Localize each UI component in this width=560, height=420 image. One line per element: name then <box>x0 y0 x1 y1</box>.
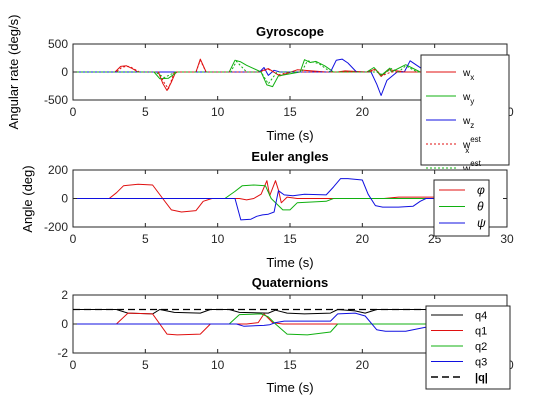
gyroscope-y-axis-label: Angular rate (deg/s) <box>6 15 21 130</box>
y-tick-label: 0 <box>61 192 68 206</box>
gyroscope-x-axis-label: Time (s) <box>266 128 313 143</box>
y-tick-label: 2 <box>61 288 68 302</box>
legend-label-0: wx <box>462 68 474 82</box>
euler-y-axis-label: Angle (deg) <box>20 165 35 232</box>
quaternions-legend: q4 q1 q2 q3 |q| <box>425 305 511 390</box>
x-tick-label: 5 <box>142 358 149 372</box>
x-tick-label: 20 <box>356 105 370 119</box>
legend-label-0: φ <box>477 183 485 197</box>
y-tick-label: -2 <box>57 346 68 360</box>
gyroscope-legend: wxwywzwestxwesty <box>420 54 510 179</box>
legend-label-2: ψ <box>477 216 486 230</box>
x-tick-label: 20 <box>356 232 370 246</box>
legend-label-2: q2 <box>475 341 487 353</box>
y-tick-label: 200 <box>48 163 68 177</box>
x-tick-label: 15 <box>283 358 297 372</box>
series-line-0-3 <box>73 59 507 90</box>
x-tick-label: 15 <box>283 105 297 119</box>
y-tick-label: -200 <box>44 220 68 234</box>
legend-label-3: q3 <box>475 357 487 369</box>
y-tick-label: 500 <box>48 37 68 51</box>
euler-series <box>73 178 450 221</box>
legend-label-1: wy <box>462 92 474 106</box>
x-tick-label: 15 <box>283 232 297 246</box>
legend-box <box>433 179 490 237</box>
x-tick-label: 30 <box>500 232 514 246</box>
euler-y-ticks: -200 0 200 <box>44 163 507 234</box>
series-line-2-3 <box>73 312 450 332</box>
series-line-1-1 <box>73 184 450 211</box>
legend-label-1: q1 <box>475 326 487 338</box>
legend-label-2: wz <box>462 116 474 130</box>
euler-x-axis-label: Time (s) <box>266 255 313 270</box>
quaternions-x-axis-label: Time (s) <box>266 380 313 395</box>
gyroscope-title: Gyroscope <box>256 24 324 39</box>
legend-label-3: west x <box>462 135 482 155</box>
euler-legend: φθψ <box>433 179 490 237</box>
series-line-2-0 <box>73 309 450 315</box>
series-line-1-2 <box>73 178 450 221</box>
euler-title: Euler angles <box>251 149 328 164</box>
x-tick-label: 20 <box>356 358 370 372</box>
series-line-2-2 <box>73 313 450 336</box>
legend-label-4: |q| <box>475 372 488 384</box>
x-tick-label: 0 <box>70 105 77 119</box>
quaternions-series <box>73 308 507 336</box>
series-line-1-0 <box>73 180 450 213</box>
legend-box <box>425 305 511 390</box>
quaternions-title: Quaternions <box>252 275 329 290</box>
x-tick-label: 0 <box>70 232 77 246</box>
y-tick-label: -500 <box>44 93 68 107</box>
x-tick-label: 5 <box>142 232 149 246</box>
x-tick-label: 10 <box>211 232 225 246</box>
x-tick-label: 10 <box>211 105 225 119</box>
x-tick-label: 0 <box>70 358 77 372</box>
y-tick-label: 0 <box>61 65 68 79</box>
y-tick-label: 0 <box>61 317 68 331</box>
legend-label-0: q4 <box>475 310 487 322</box>
legend-label-1: θ <box>477 200 484 214</box>
x-tick-label: 10 <box>211 358 225 372</box>
x-tick-label: 5 <box>142 105 149 119</box>
legend-box <box>420 54 510 166</box>
gyroscope-series <box>73 58 507 96</box>
